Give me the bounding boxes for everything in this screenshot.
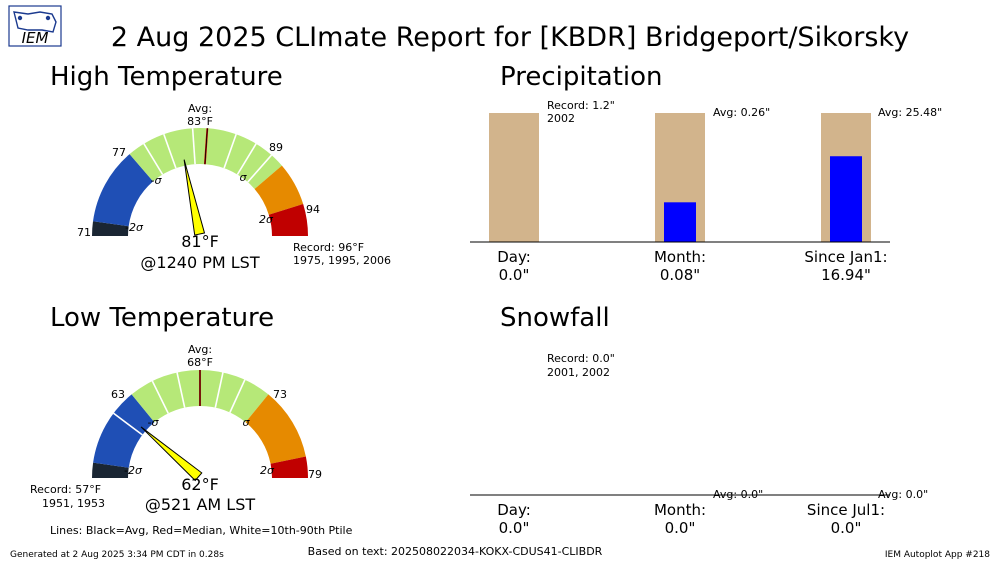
low-tick-79: 79 — [308, 468, 322, 481]
high-record-years: 1975, 1995, 2006 — [293, 254, 391, 267]
iowa-map-icon — [13, 11, 57, 33]
precip-record-years: 2002 — [547, 112, 575, 125]
low-record-label: Record: 57°F — [30, 483, 101, 496]
high-temp-gauge: Avg: 83°F 77 89 71 94 -σ σ -2σ 2σ 81°F @… — [77, 102, 391, 272]
high-observed-value: 81°F — [181, 232, 219, 251]
low-sigma-minus2: -2σ — [124, 464, 143, 477]
high-decile-line — [223, 133, 237, 169]
high-band-high — [254, 165, 304, 215]
high-band-low — [93, 154, 154, 227]
high-observed-time: @1240 PM LST — [140, 253, 259, 272]
low-decile-line — [229, 379, 246, 413]
precip-month-label: Month: — [654, 248, 706, 266]
precip-observed-bar — [830, 156, 862, 242]
high-tick-94: 94 — [306, 203, 320, 216]
high-band-extreme — [268, 204, 308, 236]
iem-logo: IEM — [8, 5, 62, 47]
high-avg-value: 83°F — [187, 115, 213, 128]
low-avg-value: 68°F — [187, 356, 213, 369]
snowfall-jul1-value: 0.0" — [831, 519, 862, 537]
footer-based-on: Based on text: 202508022034-KOKX-CDUS41-… — [308, 545, 603, 558]
snowfall-jul1-label: Since Jul1: — [807, 501, 885, 519]
snowfall-month-avg: Avg: 0.0" — [713, 488, 763, 501]
high-sigma-minus2: -2σ — [125, 221, 144, 234]
precip-title: Precipitation — [500, 62, 663, 92]
precip-bars — [489, 113, 871, 242]
snowfall-title: Snowfall — [500, 303, 610, 333]
high-decile-line — [191, 128, 196, 165]
precip-observed-bar — [664, 202, 696, 242]
low-decile-line — [214, 372, 224, 408]
high-temp-title: High Temperature — [50, 62, 283, 92]
high-avg-line — [204, 128, 208, 165]
low-band-high — [245, 394, 306, 464]
high-tick-89: 89 — [269, 141, 283, 154]
low-observed-value: 62°F — [181, 475, 219, 494]
low-sigma-minus: -σ — [148, 416, 160, 429]
snowfall-record-label: Record: 0.0" — [547, 352, 615, 365]
snowfall-day-label: Day: — [497, 501, 531, 519]
snowfall-bar-chart: Record: 0.0" 2001, 2002 Avg: 0.0" Avg: 0… — [470, 352, 928, 537]
high-tick-77: 77 — [112, 146, 126, 159]
high-tick-71: 71 — [77, 226, 91, 239]
low-sigma-plus2: 2σ — [260, 464, 275, 477]
precip-bar-chart: Record: 1.2" 2002 Avg: 0.26" Avg: 25.48"… — [470, 99, 942, 284]
high-decile-line — [143, 143, 164, 175]
logo-text: IEM — [22, 29, 49, 47]
precip-month-avg: Avg: 0.26" — [713, 106, 770, 119]
footer-generated: Generated at 2 Aug 2025 3:34 PM CDT in 0… — [10, 550, 224, 560]
high-avg-label: Avg: — [188, 102, 212, 115]
logo-dot-icon — [45, 15, 51, 21]
low-temp-gauge: Avg: 68°F 63 73 79 -σ σ -2σ 2σ 62°F @521… — [30, 343, 322, 514]
high-sigma-plus: σ — [240, 171, 248, 184]
low-band-cold-extreme — [92, 462, 129, 478]
precip-normal-bar — [489, 113, 539, 242]
low-sigma-plus: σ — [243, 416, 251, 429]
low-band-extreme — [270, 456, 308, 478]
low-avg-label: Avg: — [188, 343, 212, 356]
precip-jan1-avg: Avg: 25.48" — [878, 106, 942, 119]
low-observed-time: @521 AM LST — [145, 495, 256, 514]
low-temp-gauge-segments — [92, 370, 308, 482]
low-temp-title: Low Temperature — [50, 303, 274, 333]
logo-dot-icon — [17, 15, 23, 21]
snowfall-month-value: 0.0" — [665, 519, 696, 537]
precip-record-label: Record: 1.2" — [547, 99, 615, 112]
low-decile-line — [113, 412, 143, 436]
high-decile-line — [236, 143, 257, 175]
page-title: 2 Aug 2025 CLImate Report for [KBDR] Bri… — [111, 22, 909, 53]
precip-jan1-label: Since Jan1: — [804, 248, 887, 266]
snowfall-jul1-avg: Avg: 0.0" — [878, 488, 928, 501]
low-decile-line — [176, 372, 186, 408]
precip-month-value: 0.08" — [660, 266, 700, 284]
precip-jan1-value: 16.94" — [821, 266, 871, 284]
high-needle-icon — [183, 159, 206, 236]
precip-day-label: Day: — [497, 248, 531, 266]
snowfall-record-years: 2001, 2002 — [547, 366, 610, 379]
high-temp-gauge-segments — [92, 128, 308, 236]
low-needle-icon — [140, 426, 203, 482]
low-band-low — [93, 394, 155, 468]
low-record-years: 1951, 1953 — [42, 497, 105, 510]
high-decile-line — [163, 133, 177, 169]
high-sigma-minus: -σ — [151, 174, 163, 187]
footer-app: IEM Autoplot App #218 — [885, 550, 990, 560]
high-band-cold-extreme — [92, 221, 129, 236]
high-decile-line — [247, 154, 273, 183]
snowfall-month-label: Month: — [654, 501, 706, 519]
low-tick-63: 63 — [111, 388, 125, 401]
snowfall-day-value: 0.0" — [499, 519, 530, 537]
precip-day-value: 0.0" — [499, 266, 530, 284]
low-tick-73: 73 — [273, 388, 287, 401]
high-sigma-plus2: 2σ — [259, 213, 274, 226]
low-decile-line — [151, 380, 169, 414]
gauge-legend-note: Lines: Black=Avg, Red=Median, White=10th… — [50, 524, 353, 537]
high-record-label: Record: 96°F — [293, 241, 364, 254]
